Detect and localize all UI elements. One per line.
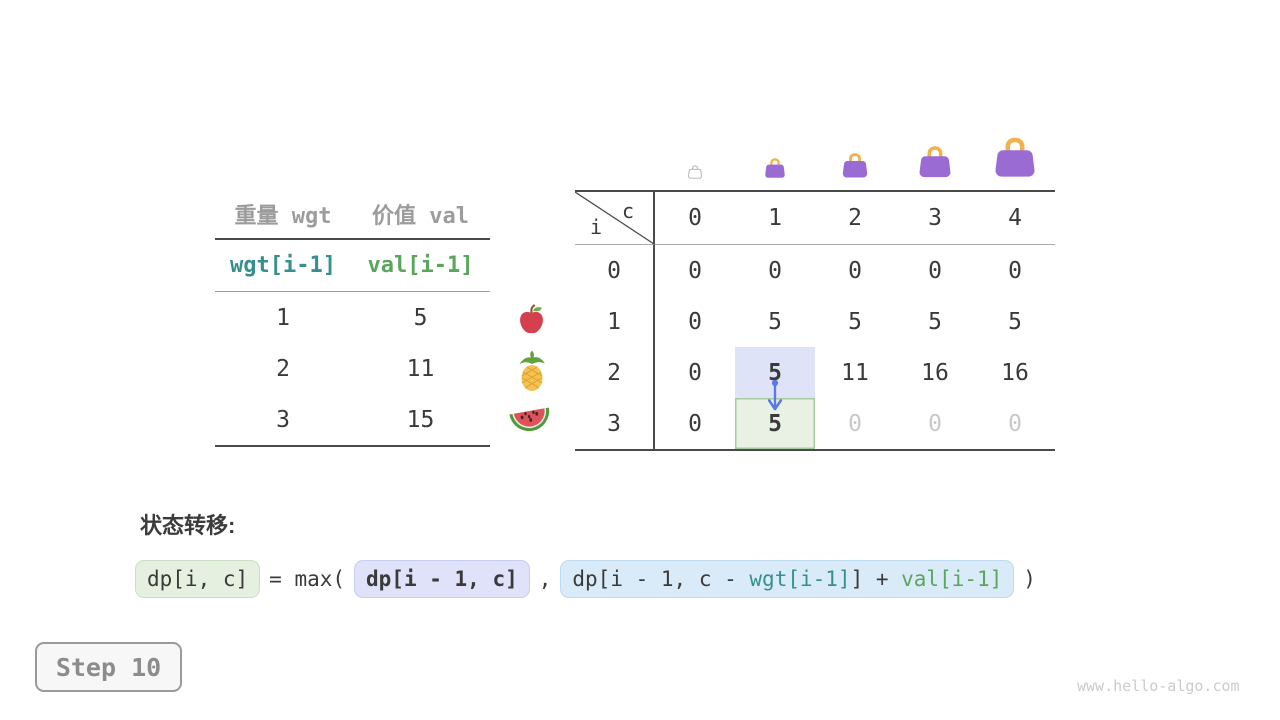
dp-cell-3-2: 0 bbox=[848, 410, 862, 437]
dp-col-header-1: 1 bbox=[735, 192, 815, 245]
watermark: www.hello-algo.com bbox=[1077, 677, 1240, 695]
dp-row-header-0: 0 bbox=[575, 245, 655, 296]
bag-capacity-1-icon bbox=[763, 155, 787, 179]
val-index-expr: val[i-1] bbox=[367, 253, 474, 278]
dp-col-header-4: 4 bbox=[975, 192, 1055, 245]
step-badge: Step 10 bbox=[35, 642, 182, 692]
formula-arg2: dp[i - 1, c - wgt[i-1]] + val[i-1] bbox=[560, 560, 1015, 599]
item-3-weight: 3 bbox=[276, 406, 290, 433]
items-table-header-row: 重量 wgt 价值 val bbox=[215, 190, 490, 240]
item-1-weight: 1 bbox=[276, 304, 290, 331]
dp-row-header-3: 3 bbox=[575, 398, 655, 449]
item-row-1: 1 5 bbox=[215, 292, 490, 343]
dp-cell-3-4: 0 bbox=[1008, 410, 1022, 437]
dp-col-header-0: 0 bbox=[655, 192, 735, 245]
bag-capacity-4-icon bbox=[991, 131, 1039, 179]
formula-arg2-prefix: dp[i - 1, c - bbox=[572, 567, 750, 591]
transition-arrow-icon bbox=[766, 379, 784, 417]
formula-lhs: dp[i, c] bbox=[135, 560, 261, 599]
dp-table: c i 0 1 2 3 4 0 0 0 0 0 0 1 0 5 5 5 5 2 … bbox=[575, 190, 1055, 451]
watermelon-icon bbox=[508, 404, 552, 436]
items-table: 重量 wgt 价值 val wgt[i-1] val[i-1] 1 5 2 11… bbox=[215, 190, 490, 447]
dp-cell-1-3: 5 bbox=[928, 308, 942, 335]
col-variable-label: c bbox=[622, 199, 635, 223]
dp-cell-1-4: 5 bbox=[1008, 308, 1022, 335]
row-variable-label: i bbox=[590, 215, 603, 239]
formula-arg1: dp[i - 1, c] bbox=[354, 560, 530, 599]
dp-row-header-1: 1 bbox=[575, 296, 655, 347]
item-row-2: 2 11 bbox=[215, 343, 490, 394]
dp-cell-2-4: 16 bbox=[1001, 359, 1029, 386]
formula-arg2-val: val[i-1] bbox=[901, 567, 1003, 591]
bag-capacity-2-icon bbox=[840, 149, 870, 179]
corner-diagonal-line bbox=[575, 192, 655, 245]
empty-bag-icon bbox=[687, 163, 703, 179]
dp-cell-3-0: 0 bbox=[688, 410, 702, 437]
bag-capacity-3-icon bbox=[916, 141, 954, 179]
dp-cell-0-0: 0 bbox=[688, 257, 702, 284]
dp-cell-1-2: 5 bbox=[848, 308, 862, 335]
dp-cell-0-4: 0 bbox=[1008, 257, 1022, 284]
dp-cell-0-1: 0 bbox=[768, 257, 782, 284]
dp-cell-1-1: 5 bbox=[768, 308, 782, 335]
dp-cell-3-3: 0 bbox=[928, 410, 942, 437]
dp-col-header-3: 3 bbox=[895, 192, 975, 245]
item-2-value: 11 bbox=[406, 355, 435, 382]
items-table-index-row: wgt[i-1] val[i-1] bbox=[215, 240, 490, 292]
dp-cell-2-0: 0 bbox=[688, 359, 702, 386]
wgt-index-expr: wgt[i-1] bbox=[230, 253, 336, 278]
dp-cell-2-2: 11 bbox=[841, 359, 869, 386]
item-2-weight: 2 bbox=[276, 355, 290, 382]
dp-cell-0-3: 0 bbox=[928, 257, 942, 284]
formula-arg2-mid: ] + bbox=[850, 567, 902, 591]
weight-column-header: 重量 wgt bbox=[234, 204, 332, 229]
transition-formula: dp[i, c] = max( dp[i - 1, c] , dp[i - 1,… bbox=[135, 560, 1036, 599]
item-row-3: 3 15 bbox=[215, 394, 490, 445]
dp-cell-1-0: 0 bbox=[688, 308, 702, 335]
apple-icon bbox=[515, 303, 548, 336]
transition-label: 状态转移: bbox=[140, 513, 236, 538]
pineapple-icon bbox=[514, 350, 550, 392]
item-1-value: 5 bbox=[413, 304, 428, 331]
dp-corner-cell: c i bbox=[575, 192, 655, 245]
formula-close-paren: ) bbox=[1023, 567, 1036, 592]
formula-comma: , bbox=[538, 567, 552, 592]
dp-cell-2-3: 16 bbox=[921, 359, 949, 386]
dp-cell-0-2: 0 bbox=[848, 257, 862, 284]
formula-op: = max( bbox=[269, 567, 346, 592]
dp-col-header-2: 2 bbox=[815, 192, 895, 245]
item-3-value: 15 bbox=[406, 406, 435, 433]
dp-row-header-2: 2 bbox=[575, 347, 655, 398]
value-column-header: 价值 val bbox=[372, 204, 469, 229]
formula-arg2-wgt: wgt[i-1] bbox=[749, 567, 851, 591]
